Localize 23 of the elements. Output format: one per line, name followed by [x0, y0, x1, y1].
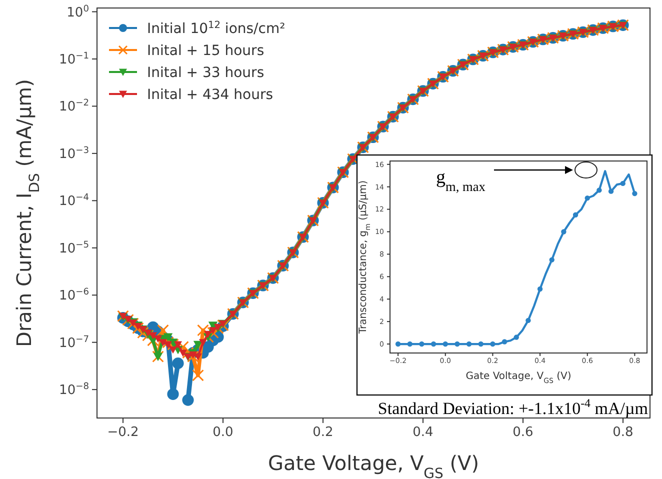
y-tick-label: 10$^{−6}$ — [59, 288, 90, 304]
x-axis-title: Gate Voltage, V$_{GS}$ (V) — [466, 371, 572, 385]
x-tick-label: −0.2 — [107, 425, 139, 440]
y-tick-label: 10$^{−5}$ — [59, 240, 89, 256]
y-tick-label: 10$^{0}$ — [66, 4, 90, 20]
y-tick-label: 10$^{−7}$ — [59, 334, 90, 351]
y-tick-label: 10$^{−1}$ — [59, 52, 89, 68]
y-tick-label: 10$^{−2}$ — [59, 98, 89, 115]
x-tick-label: 0.8 — [612, 425, 634, 440]
y-tick-label: 10$^{−4}$ — [59, 193, 90, 210]
x-tick-label: 0.2 — [312, 425, 334, 440]
x-tick-label: 0.0 — [212, 425, 234, 440]
legend-label: Inital + 434 hours — [147, 87, 274, 103]
legend-label: Initial 10$^{12}$ ions/cm² — [147, 20, 286, 37]
y-tick-label: 10$^{−3}$ — [59, 146, 90, 162]
annotation: g$_{m, max}$ — [436, 167, 486, 194]
legend-label: Inital + 15 hours — [147, 43, 264, 59]
legend-label: Inital + 33 hours — [147, 65, 264, 81]
annotation: Standard Deviation: +-1.1x10$^{-4}$ mA/µm — [378, 396, 648, 418]
x-tick-label: 0.6 — [512, 425, 534, 440]
y-tick-label: 10$^{−8}$ — [59, 382, 90, 398]
x-axis-title: Gate Voltage, V$_{GS}$ (V) — [268, 451, 480, 479]
x-tick-label: 0.4 — [412, 425, 434, 440]
